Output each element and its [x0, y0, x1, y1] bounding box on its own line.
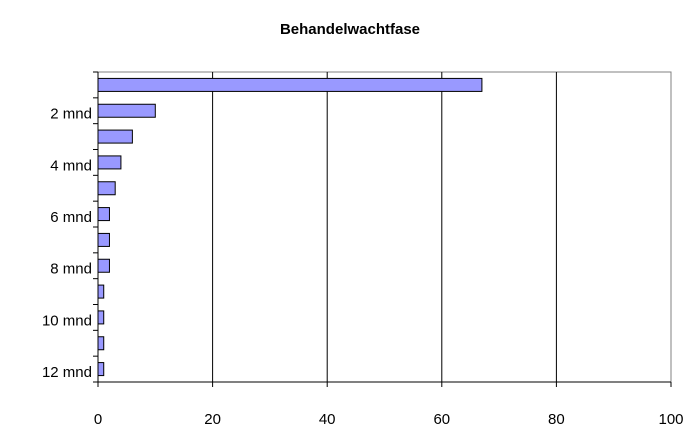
bar	[97, 207, 110, 222]
bar	[97, 310, 105, 325]
x-tick-label: 20	[204, 411, 221, 428]
y-tick-label: 6 mnd	[50, 209, 92, 226]
bar	[97, 155, 122, 170]
x-tick-label: 60	[433, 411, 450, 428]
y-tick-label: 2 mnd	[50, 106, 92, 123]
y-tick-label: 10 mnd	[42, 312, 92, 329]
bar	[97, 362, 105, 377]
bar	[97, 77, 483, 92]
x-tick-label: 0	[94, 411, 102, 428]
bar	[97, 129, 133, 144]
bar	[97, 232, 110, 247]
bar	[97, 103, 156, 118]
bar	[97, 336, 105, 351]
y-tick-label: 12 mnd	[42, 364, 92, 381]
y-tick-label: 8 mnd	[50, 261, 92, 278]
plot-area	[97, 71, 672, 383]
x-tick-label: 100	[658, 411, 683, 428]
bar	[97, 181, 116, 196]
bar	[97, 258, 110, 273]
y-tick-label: 4 mnd	[50, 157, 92, 174]
chart-title: Behandelwachtfase	[280, 21, 420, 38]
bar	[97, 284, 105, 299]
x-tick-label: 40	[319, 411, 336, 428]
x-tick-label: 80	[548, 411, 565, 428]
